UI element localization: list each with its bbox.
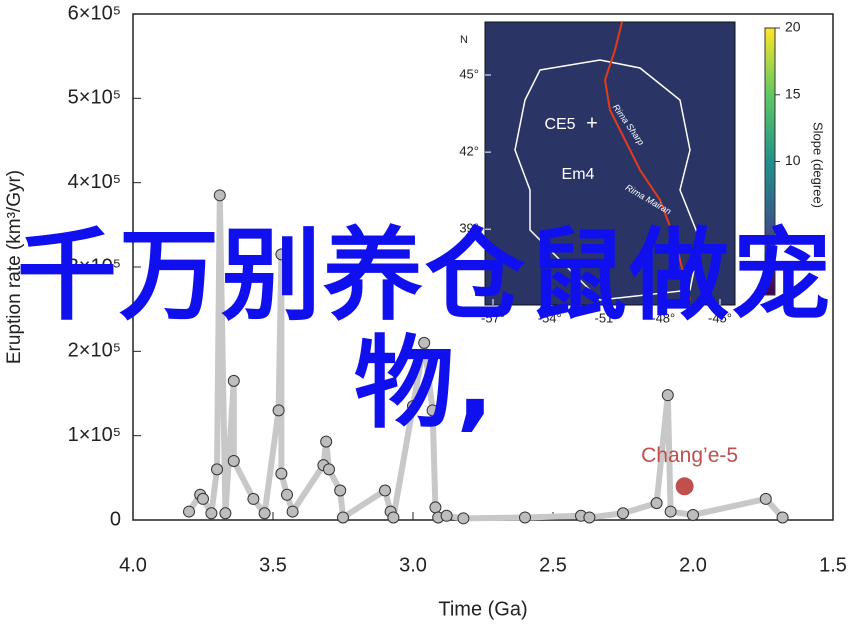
data-point: [205, 507, 218, 520]
data-point: [337, 511, 349, 524]
data-point: [759, 492, 772, 505]
data-point: [247, 492, 260, 505]
region-label: Em4: [562, 166, 595, 183]
data-point: [323, 463, 335, 476]
data-point: [661, 389, 674, 402]
x-tick-label: 2.0: [679, 554, 707, 576]
x-tick-label: 1.5: [819, 554, 847, 576]
y-axis-title: Eruption rate (km³/Gyr): [4, 170, 25, 364]
data-point: [429, 501, 442, 514]
data-point: [457, 512, 470, 525]
data-point: [213, 189, 226, 202]
north-label: N: [460, 34, 468, 46]
data-point: [227, 454, 240, 467]
x-tick-label: 3.5: [259, 554, 287, 576]
rille-line: [603, 21, 691, 301]
y-tick-label: 2×10⁵: [68, 340, 121, 362]
lat-tick-label: 45°: [459, 66, 479, 81]
data-point: [387, 511, 400, 524]
colorbar-label: Slope (degree): [811, 122, 826, 208]
y-tick-label: 3×10⁵: [68, 255, 121, 277]
x-tick-label: 4.0: [119, 554, 147, 576]
data-point: [275, 248, 288, 261]
colorbar-tick-label: 20: [785, 19, 801, 35]
lon-tick-label: -51°: [595, 310, 619, 325]
data-point: [675, 477, 694, 496]
data-point: [227, 374, 240, 387]
data-point: [320, 435, 333, 448]
x-tick-label: 3.0: [399, 554, 427, 576]
inset-map: + N 45° 42° 39° -57° -54° -51° -48° -45° 10 15 20 Sl…: [459, 19, 825, 326]
y-tick-label: 4×10⁵: [68, 171, 121, 193]
y-tick-label: 5×10⁵: [68, 87, 121, 109]
y-tick-label: 6×10⁵: [68, 2, 121, 24]
lat-tick-label: 42°: [459, 144, 479, 159]
data-point: [379, 484, 391, 497]
data-point: [519, 511, 531, 524]
series-label: Chang’e-5: [641, 444, 738, 467]
y-tick-label: 1×10⁵: [68, 424, 121, 446]
data-point: [272, 404, 285, 417]
overlay-text: 千万别养仓鼠做宠物,: [17, 217, 833, 442]
data-point: [650, 497, 663, 510]
y-tick-label: 0: [110, 508, 121, 530]
lat-tick-label: 39°: [459, 221, 479, 236]
data-point: [426, 404, 439, 417]
colorbar-tick-label: 15: [785, 85, 801, 101]
data-point: [617, 507, 629, 520]
data-point: [583, 511, 596, 524]
lon-tick-label: -57°: [481, 310, 505, 325]
region-label: CE5: [544, 116, 575, 133]
data-point: [418, 336, 431, 349]
data-point: [211, 463, 223, 476]
x-tick-label: 2.5: [539, 554, 567, 576]
lon-tick-label: -54°: [538, 310, 562, 325]
map-background: [484, 21, 736, 306]
data-point: [197, 492, 209, 505]
data-point: [281, 488, 293, 501]
lon-tick-label: -48°: [651, 310, 675, 325]
data-point: [275, 467, 288, 480]
colorbar-tick-label: 10: [785, 152, 801, 168]
data-point: [687, 508, 699, 521]
data-point: [258, 507, 271, 520]
data-point: [776, 511, 789, 524]
mare-outline: [514, 59, 701, 301]
data-point: [440, 509, 453, 522]
data-point: [219, 507, 232, 520]
x-axis-title: Time (Ga): [438, 598, 527, 620]
data-point: [183, 505, 195, 518]
data-point: [664, 505, 677, 518]
data-point: [286, 505, 299, 518]
data-point: [334, 484, 347, 497]
lon-tick-label: -45°: [708, 310, 732, 325]
data-point: [407, 400, 419, 413]
landing-site: +: [586, 112, 598, 134]
